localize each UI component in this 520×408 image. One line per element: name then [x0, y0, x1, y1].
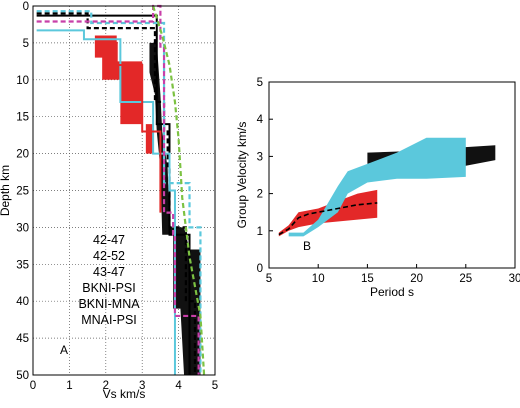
- dispersion-series: [278, 202, 378, 236]
- x-tick-label: 20: [410, 273, 423, 285]
- green-dashed-profile: [152, 5, 206, 376]
- x-tick-labels: 5 10 15 20 25 30: [266, 273, 520, 285]
- y-tick-label: 0: [23, 1, 29, 13]
- x-tick-label: 30: [509, 273, 520, 285]
- x-tick-label: 1: [66, 380, 72, 392]
- y-tick-labels: 0 1 2 3 4 5: [257, 77, 264, 275]
- y-tick-label: 0: [257, 263, 263, 275]
- red-solid-profile: [94, 41, 162, 213]
- x-tick-label: 4: [175, 380, 182, 392]
- y-tick-label: 15: [16, 112, 29, 124]
- panel-label: B: [303, 239, 311, 253]
- y-tick-label: 30: [16, 222, 29, 234]
- y-tick-label: 25: [16, 186, 29, 198]
- x-tick-label: 3: [139, 380, 145, 392]
- legend-entry: BKNI-PSI: [82, 281, 136, 295]
- panel-label: A: [60, 343, 68, 357]
- uncertainty-bands: [278, 137, 496, 237]
- legend-entry: BKNI-MNA: [78, 297, 140, 311]
- y-tick-label: 5: [257, 77, 263, 89]
- y-axis-label: Group Velocity km/s: [235, 122, 249, 229]
- legend: 42-47 42-52 43-47 BKNI-PSI BKNI-MNA MNAI…: [78, 233, 140, 327]
- y-tick-label: 35: [16, 259, 29, 271]
- red-band: [94, 35, 154, 154]
- x-tick-label: 10: [312, 273, 325, 285]
- y-axis-label: Depth km: [0, 165, 12, 216]
- x-tick-label: 5: [212, 380, 218, 392]
- y-tick-label: 3: [257, 151, 263, 163]
- y-tick-label: 20: [16, 149, 29, 161]
- legend-entry: MNAI-PSI: [81, 313, 137, 327]
- tick-marks: [268, 81, 516, 269]
- black-dashed-profile: [36, 12, 197, 375]
- black-band: [149, 42, 201, 376]
- plot-frame: [32, 5, 216, 376]
- x-axis-label: Vs km/s: [103, 387, 146, 401]
- legend-entry: 43-47: [93, 265, 125, 279]
- y-tick-label: 1: [257, 226, 263, 238]
- y-tick-label: 5: [23, 38, 29, 50]
- x-axis-label: Period s: [370, 285, 414, 299]
- cyan-band: [288, 137, 466, 237]
- x-tick-label: 25: [459, 273, 472, 285]
- group-velocity-chart: 5 10 15 20 25 30 0 1 2 3 4 5 Period s Group Veloci…: [235, 77, 520, 299]
- y-tick-label: 50: [16, 370, 29, 382]
- y-tick-label: 2: [257, 189, 263, 201]
- y-tick-label: 40: [16, 296, 29, 308]
- y-tick-labels: 0 5 10 15 20 25 30 35 40 45 50: [16, 1, 29, 382]
- cyan-solid-profile: [36, 29, 176, 375]
- x-tick-labels: 0 1 2 3 4 5: [30, 380, 218, 392]
- legend-entry: 42-52: [93, 249, 125, 263]
- y-tick-label: 4: [257, 114, 264, 126]
- y-tick-label: 10: [16, 75, 29, 87]
- x-tick-label: 5: [266, 273, 272, 285]
- x-tick-label: 0: [30, 380, 36, 392]
- plot-frame: [268, 81, 516, 269]
- black-dashed-curve: [278, 202, 378, 236]
- x-tick-label: 2: [103, 380, 109, 392]
- y-tick-label: 45: [16, 333, 29, 345]
- legend-entry: 42-47: [93, 233, 125, 247]
- x-tick-label: 15: [361, 273, 374, 285]
